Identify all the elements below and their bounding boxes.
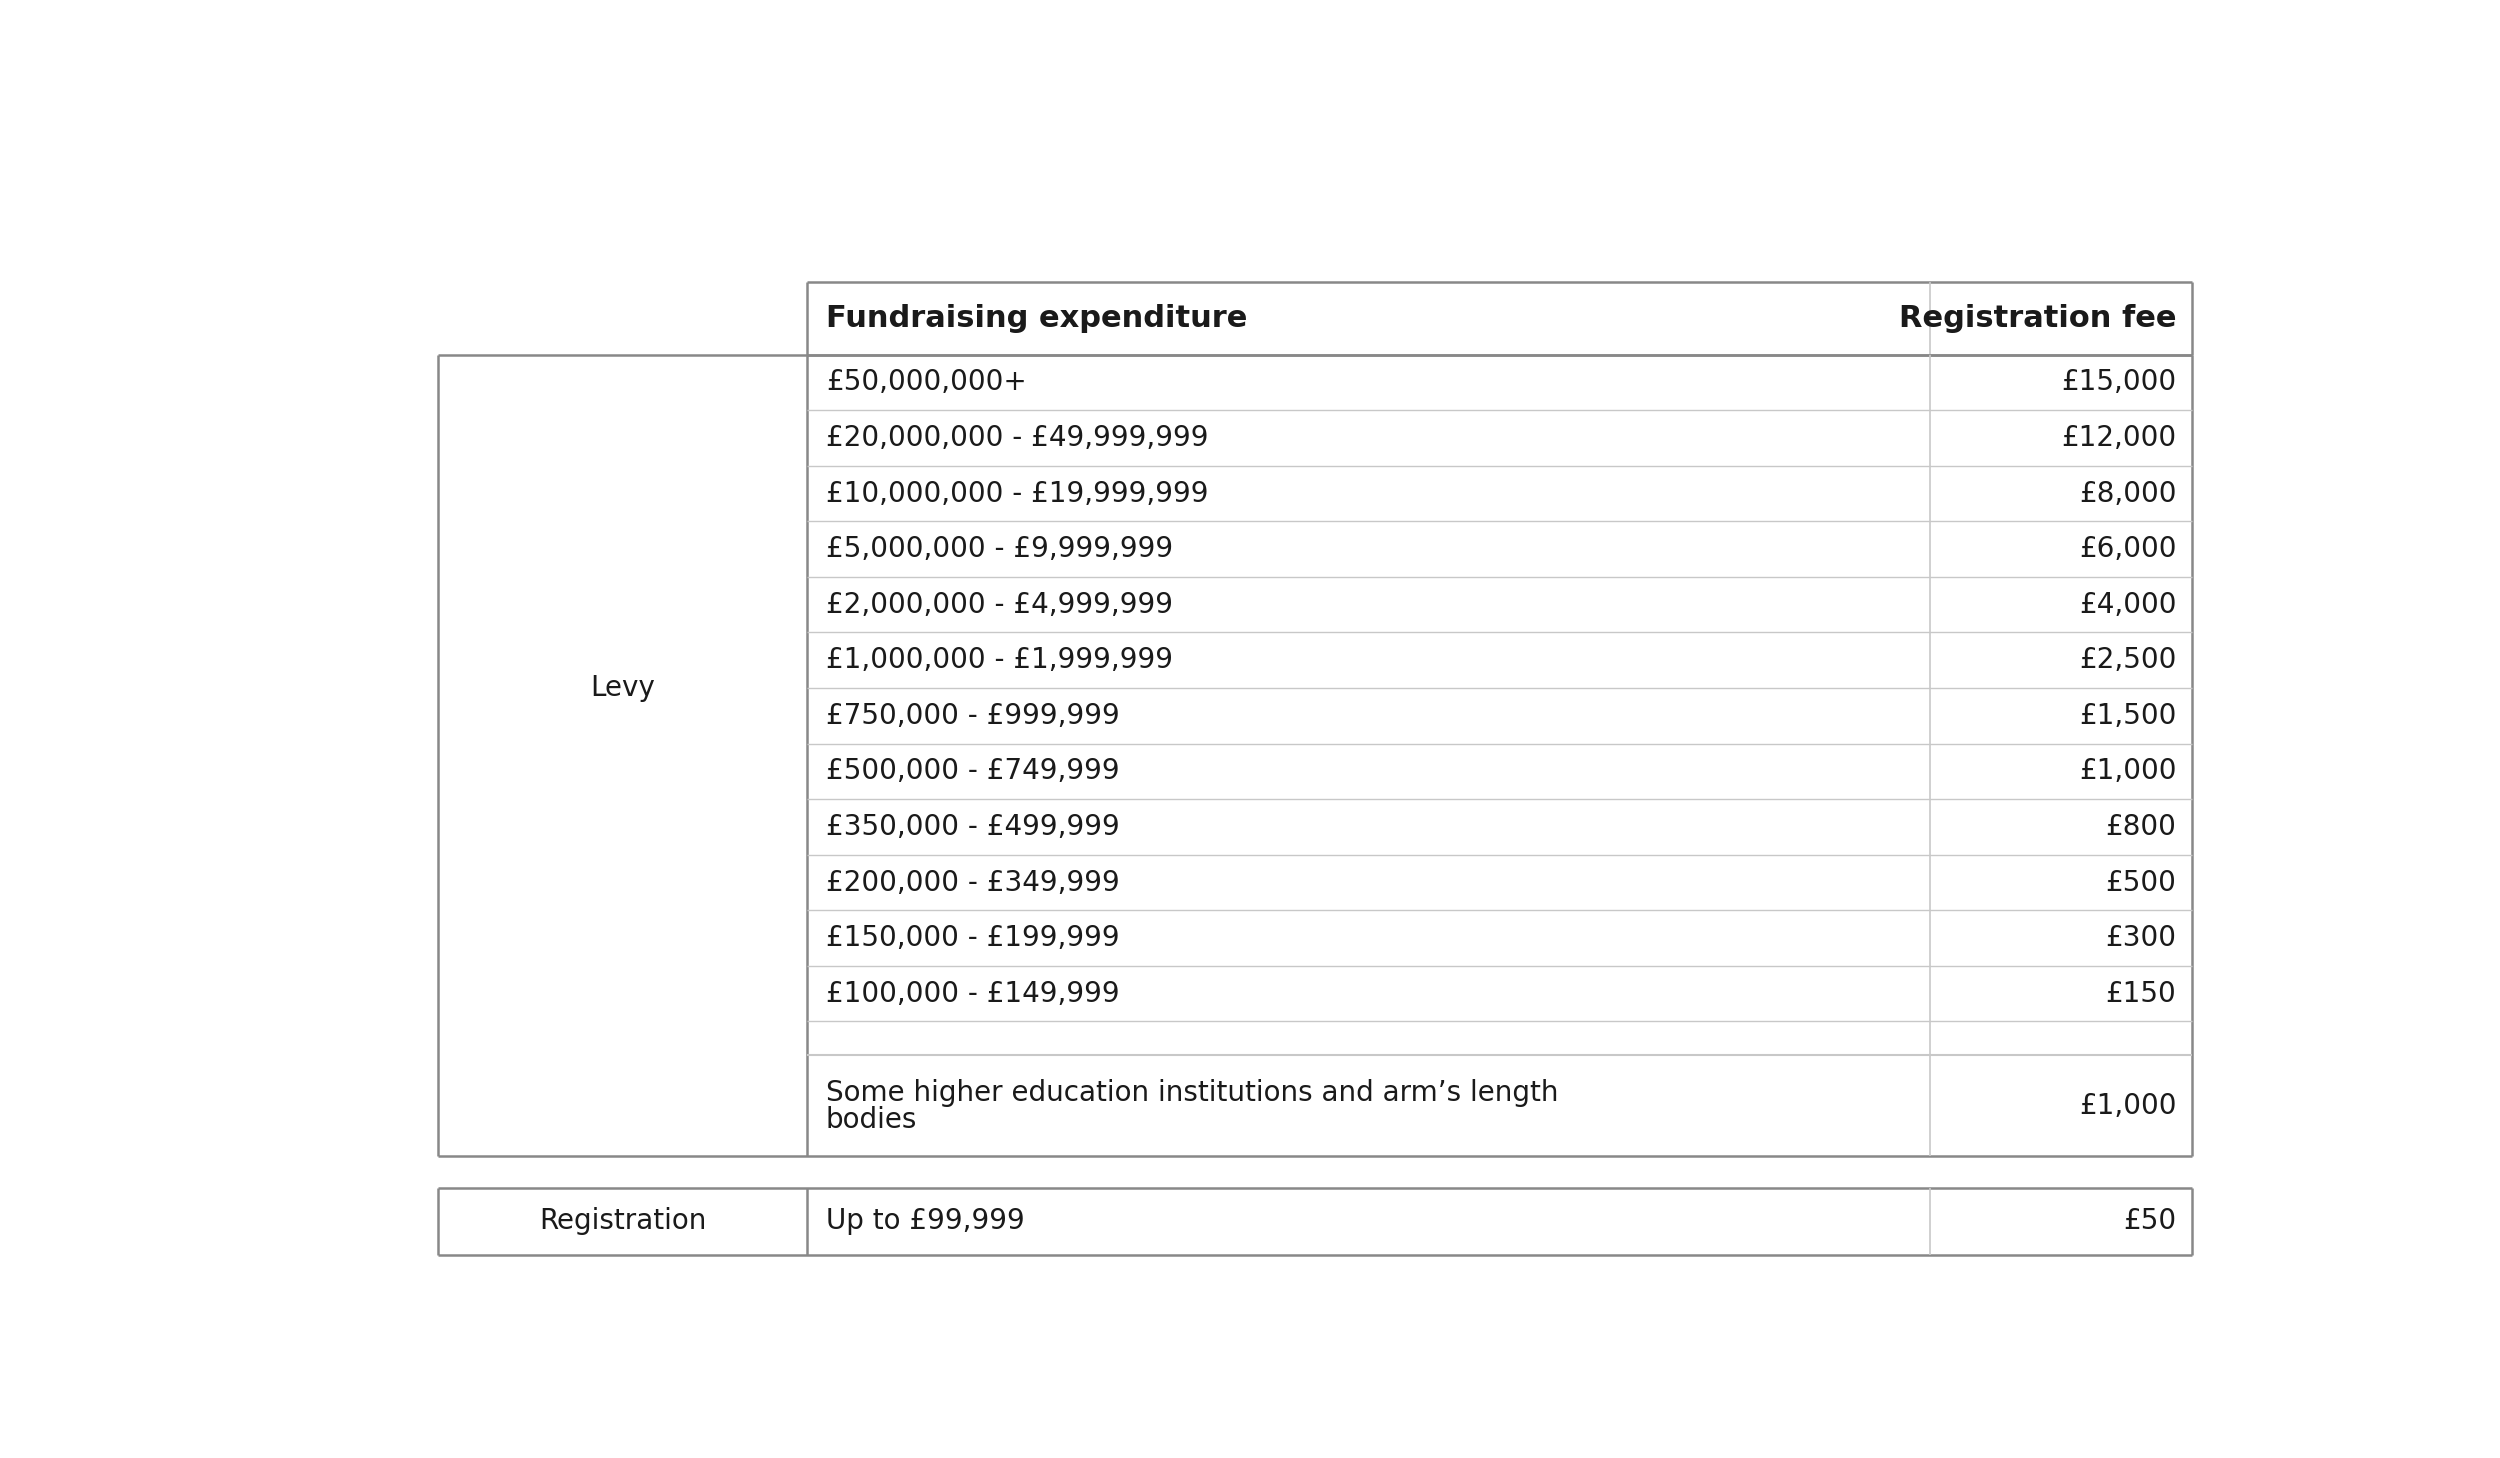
Text: £1,500: £1,500 [2080, 701, 2178, 730]
Text: Registration: Registration [540, 1207, 705, 1235]
Text: £350,000 - £499,999: £350,000 - £499,999 [825, 814, 1120, 841]
Text: £150: £150 [2105, 980, 2178, 1007]
Text: £750,000 - £999,999: £750,000 - £999,999 [825, 701, 1120, 730]
Text: £300: £300 [2105, 924, 2178, 952]
Text: £20,000,000 - £49,999,999: £20,000,000 - £49,999,999 [825, 424, 1208, 452]
Text: £2,500: £2,500 [2080, 646, 2178, 674]
Text: £10,000,000 - £19,999,999: £10,000,000 - £19,999,999 [825, 480, 1208, 507]
Text: £2,000,000 - £4,999,999: £2,000,000 - £4,999,999 [825, 590, 1172, 618]
Text: £800: £800 [2105, 814, 2178, 841]
Text: £100,000 - £149,999: £100,000 - £149,999 [825, 980, 1120, 1007]
Text: £500: £500 [2105, 869, 2178, 897]
Text: £500,000 - £749,999: £500,000 - £749,999 [825, 757, 1120, 786]
Text: Fundraising expenditure: Fundraising expenditure [825, 303, 1248, 332]
Text: £1,000: £1,000 [2080, 757, 2178, 786]
Text: £15,000: £15,000 [2060, 369, 2178, 397]
Text: £4,000: £4,000 [2080, 590, 2178, 618]
Text: £1,000: £1,000 [2080, 1092, 2178, 1120]
Text: £150,000 - £199,999: £150,000 - £199,999 [825, 924, 1120, 952]
Text: £50,000,000+: £50,000,000+ [825, 369, 1028, 397]
Text: £8,000: £8,000 [2080, 480, 2178, 507]
Text: Registration fee: Registration fee [1900, 303, 2178, 332]
Text: bodies: bodies [825, 1107, 918, 1134]
Text: £12,000: £12,000 [2060, 424, 2178, 452]
Text: Up to £99,999: Up to £99,999 [825, 1207, 1025, 1235]
Text: £1,000,000 - £1,999,999: £1,000,000 - £1,999,999 [825, 646, 1172, 674]
Text: £50: £50 [2122, 1207, 2178, 1235]
Text: Some higher education institutions and arm’s length: Some higher education institutions and a… [825, 1079, 1558, 1107]
Text: Levy: Levy [590, 674, 655, 701]
Text: £6,000: £6,000 [2080, 535, 2178, 563]
Text: £5,000,000 - £9,999,999: £5,000,000 - £9,999,999 [825, 535, 1172, 563]
Text: £200,000 - £349,999: £200,000 - £349,999 [825, 869, 1120, 897]
